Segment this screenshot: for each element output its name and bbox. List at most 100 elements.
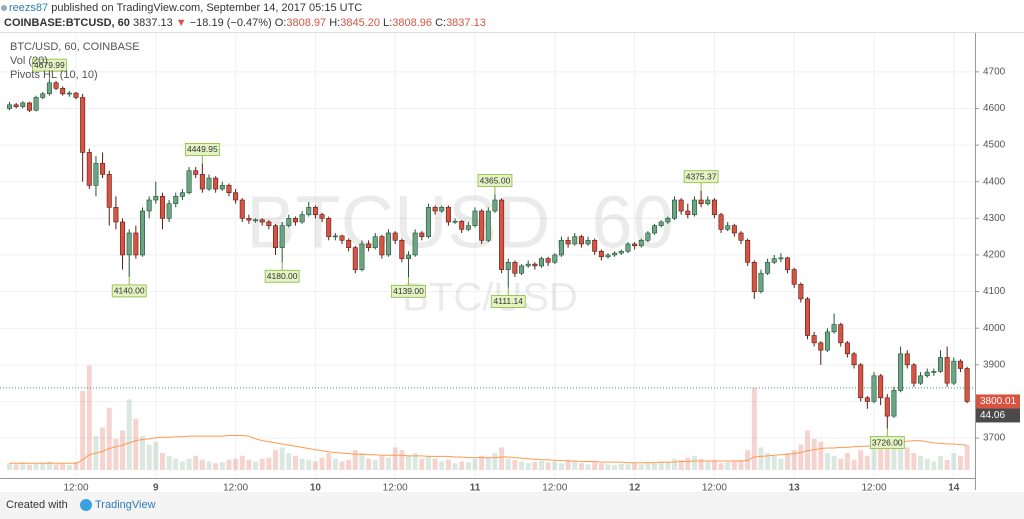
candle-body [439, 207, 445, 212]
candle-body [858, 364, 864, 399]
candle-body [964, 368, 970, 402]
volume-bar [552, 461, 558, 470]
candle-body [558, 240, 564, 256]
candle-body [705, 199, 711, 204]
volume-bar [13, 464, 19, 470]
author[interactable]: reezs87 [9, 2, 48, 14]
y-tick-label: 4500 [983, 140, 1006, 151]
y-tick-label: 4200 [983, 250, 1006, 261]
volume-bar [691, 455, 697, 470]
candle-body [405, 254, 411, 259]
volume-bar [944, 459, 950, 470]
x-tick-label: 12:00 [383, 483, 408, 494]
plot: 4679.99 4140.00 4449.95 4180.00 4139.00 4365.… [0, 58, 975, 470]
header-line: reezs87 published on TradingView.com, Se… [9, 2, 362, 14]
volume-bar [771, 455, 777, 470]
pivot-box [391, 284, 426, 298]
volume-bar [53, 464, 59, 470]
volume-bar [785, 453, 791, 470]
volume-bar [339, 461, 345, 470]
candle-body [166, 203, 172, 219]
candle-body [73, 92, 79, 98]
candle-body [233, 192, 239, 201]
candle-body [452, 220, 458, 223]
candle-body [485, 210, 491, 241]
pivot-label: 4139.00 [393, 286, 424, 296]
volume-bar [499, 447, 505, 470]
volume-bar [532, 462, 538, 470]
volume-bar [798, 444, 804, 470]
candle-body [332, 235, 338, 238]
candle-body [359, 243, 365, 270]
candle-body [505, 261, 511, 270]
candle-body [366, 243, 372, 248]
candle-body [924, 371, 930, 377]
legend-indicator: Pivots HL (10, 10) [10, 69, 98, 81]
volume-bar [811, 438, 817, 470]
candle-body [80, 97, 86, 153]
x-tick-label: 14 [948, 483, 960, 494]
candle-body [106, 174, 112, 208]
volume-bar [918, 455, 924, 470]
change: −18.19 (−0.47%) [190, 17, 272, 29]
pivot-box [477, 174, 513, 187]
volume-bar [279, 447, 285, 470]
candle-body [538, 258, 544, 267]
candle-body [758, 272, 764, 292]
volume-bar [46, 461, 52, 470]
volume-bar [658, 461, 664, 470]
candle-body [911, 364, 917, 384]
candle-body [40, 93, 46, 98]
candle-body [698, 199, 704, 204]
volume-bar [26, 464, 32, 470]
volume-bar [319, 457, 325, 470]
candle-body [179, 192, 185, 197]
y-tick-label: 4000 [983, 323, 1006, 334]
candle-body [944, 357, 950, 384]
volume-bar [40, 462, 46, 470]
volume-bar [558, 463, 564, 470]
footer-text: Created with [6, 499, 68, 511]
last-price-label: 3800.01 [980, 396, 1017, 407]
candle-body [133, 232, 139, 256]
volume-bar [904, 447, 910, 470]
volume-bar [332, 458, 338, 470]
candle-body [918, 375, 924, 384]
candle-body [824, 331, 830, 351]
volume-bar [386, 457, 392, 470]
volume-bar [312, 461, 318, 470]
candle-body [386, 232, 392, 256]
volume-bar [605, 464, 611, 470]
volume-bar [492, 453, 498, 470]
low: 3808.96 [392, 17, 432, 29]
legend-indicator: Vol (20) [10, 55, 48, 67]
candle-body [578, 236, 584, 245]
volume-bar [439, 461, 445, 470]
volume-bar [465, 462, 471, 470]
volume-bar [864, 455, 870, 470]
volume-bar [133, 419, 139, 470]
volume-bar [765, 453, 771, 470]
candle-body [811, 335, 817, 344]
candle-body [884, 397, 890, 417]
volume-bar [73, 462, 79, 470]
volume-bar [878, 436, 884, 470]
volume-bar [359, 453, 365, 470]
volume-bar [957, 455, 963, 470]
candle-body [552, 254, 558, 263]
volume-bar [791, 450, 797, 470]
volume-bar [219, 462, 225, 470]
candle-body [46, 82, 52, 95]
candle-body [592, 240, 598, 252]
candle-body [804, 298, 810, 336]
candle-body [465, 225, 471, 230]
candle-body [532, 263, 538, 267]
volume-bar [100, 427, 106, 470]
candle-body [751, 261, 757, 292]
candle-body [851, 353, 857, 366]
brand[interactable]: TradingView [95, 499, 156, 511]
volume-bar [326, 453, 332, 470]
pivot-label: 4449.95 [187, 144, 218, 154]
symbol: COINBASE:BTCUSD, 60 [4, 17, 130, 29]
